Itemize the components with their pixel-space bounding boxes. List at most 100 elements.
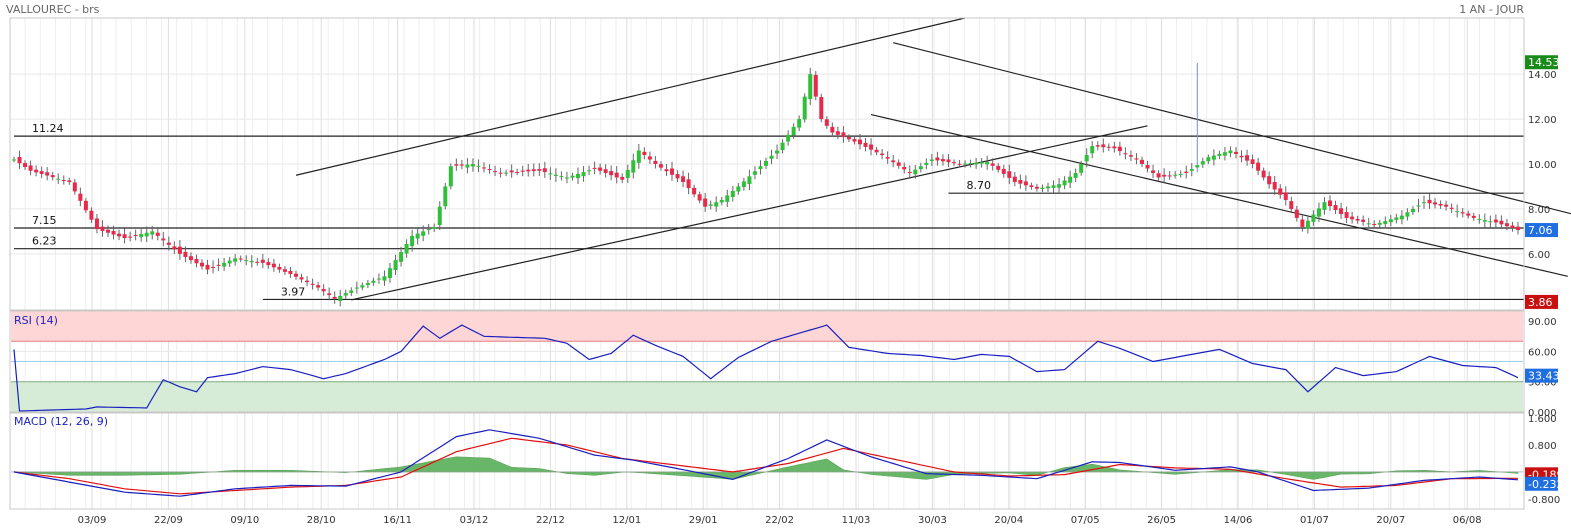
- candle-down: [61, 180, 66, 182]
- macd-panel-frame: [9, 412, 1525, 510]
- candle-up: [1189, 169, 1194, 171]
- candle-up: [404, 243, 409, 254]
- candle-up: [448, 166, 453, 187]
- candle-down: [1278, 188, 1283, 195]
- candle-up: [764, 161, 768, 166]
- candle-up: [376, 278, 381, 280]
- candle-down: [675, 174, 680, 179]
- rsi-tick-label: 0.000: [1528, 408, 1557, 419]
- candle-down: [498, 172, 503, 174]
- macd-label: MACD (12, 26, 9): [14, 415, 108, 428]
- y-tick-label: 14.00: [1528, 70, 1557, 81]
- candle-up: [1228, 150, 1233, 154]
- candle-down: [1162, 174, 1167, 177]
- candle-up: [963, 163, 968, 165]
- rsi-oversold-zone: [11, 381, 1523, 412]
- candle-down: [537, 169, 542, 171]
- candle-up: [714, 202, 719, 207]
- candle-up: [144, 232, 149, 237]
- candle-up: [437, 206, 442, 226]
- candle-down: [100, 226, 105, 231]
- candle-down: [1012, 176, 1017, 182]
- candle-down: [686, 179, 691, 189]
- candle-down: [935, 157, 940, 161]
- candle-down: [39, 171, 44, 174]
- candle-up: [1322, 202, 1327, 210]
- candle-down: [1145, 164, 1150, 169]
- candle-down: [1300, 219, 1305, 227]
- candle-down: [592, 167, 597, 169]
- candle-up: [1090, 146, 1095, 154]
- candle-down: [891, 160, 896, 163]
- candle-down: [846, 137, 851, 140]
- candle-down: [1245, 155, 1250, 161]
- candle-up: [1405, 212, 1410, 217]
- candle-up: [548, 173, 553, 175]
- candle-up: [1394, 217, 1399, 220]
- candle-up: [1410, 208, 1415, 213]
- y-tick-label: 8.00: [1528, 205, 1550, 216]
- candle-down: [531, 169, 536, 172]
- macd-panel: [11, 429, 1523, 497]
- candle-down: [155, 232, 160, 236]
- candle-down: [1167, 175, 1172, 177]
- candle-up: [1217, 153, 1222, 156]
- candle-up: [918, 166, 923, 170]
- last-price-badge-bg: [1525, 223, 1558, 238]
- candle-up: [1222, 152, 1227, 156]
- candle-down: [703, 198, 708, 207]
- candle-down: [520, 170, 525, 172]
- candle-down: [1493, 219, 1498, 223]
- candle-up: [399, 252, 404, 262]
- candle-down: [111, 230, 116, 235]
- candle-down: [211, 266, 216, 268]
- candle-down: [681, 176, 686, 182]
- macd-line: [13, 429, 1519, 497]
- candle-down: [78, 193, 83, 201]
- candle-down: [1023, 181, 1028, 186]
- candle-up: [470, 164, 475, 167]
- candle-up: [1195, 165, 1200, 168]
- candle-down: [271, 263, 276, 268]
- high-value-badge-bg: [1525, 55, 1558, 70]
- macd-last-badge-bg: [1525, 476, 1558, 491]
- candle-up: [1399, 215, 1404, 220]
- candle-up: [576, 173, 580, 179]
- candle-up: [1366, 223, 1371, 225]
- candle-up: [564, 177, 569, 179]
- last-price-badge: 7.06: [1528, 224, 1553, 237]
- candle-up: [758, 166, 763, 170]
- candle-down: [299, 277, 304, 280]
- candle-up: [708, 204, 713, 206]
- candle-up: [791, 126, 796, 136]
- trend-lines: [295, 17, 1571, 301]
- candle-down: [459, 164, 464, 166]
- candle-up: [56, 178, 61, 180]
- candle-down: [327, 293, 332, 296]
- candle-down: [106, 229, 110, 233]
- candle-up: [354, 287, 359, 289]
- candle-down: [1438, 203, 1443, 206]
- candle-up: [415, 233, 420, 239]
- candle-down: [841, 132, 846, 138]
- candle-down: [1034, 186, 1039, 189]
- level-label: 7.15: [32, 214, 57, 227]
- candle-up: [1046, 186, 1050, 189]
- candle-down: [166, 242, 171, 245]
- candle-down: [647, 156, 652, 160]
- candle-down: [1283, 192, 1288, 200]
- x-tick-label: 30/03: [918, 515, 947, 526]
- rsi-line: [13, 324, 1519, 412]
- candle-up: [802, 96, 807, 120]
- candle-down: [819, 97, 824, 120]
- candle-down: [310, 283, 315, 285]
- x-tick-label: 22/02: [765, 515, 794, 526]
- candle-down: [1095, 145, 1100, 147]
- candle-down: [620, 176, 625, 180]
- candle-down: [177, 246, 182, 254]
- candle-up: [1377, 222, 1382, 225]
- x-tick-label: 22/09: [154, 515, 183, 526]
- candle-up: [443, 186, 448, 207]
- candle-down: [133, 234, 138, 236]
- candle-down: [664, 169, 669, 172]
